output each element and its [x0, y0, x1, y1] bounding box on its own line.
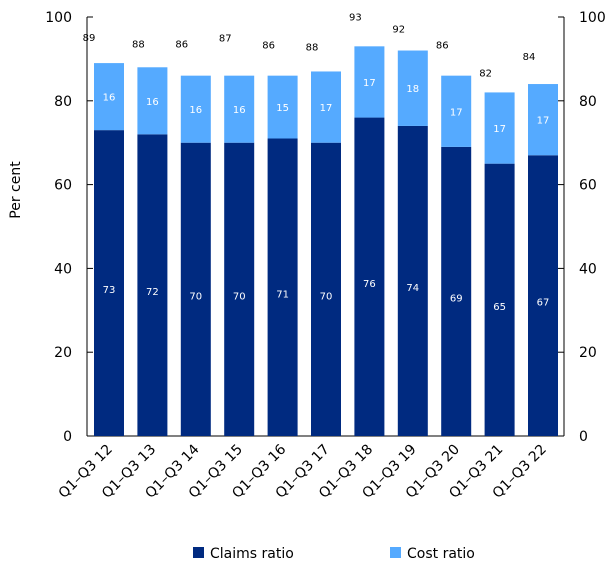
data-label-cost: 17 [320, 103, 333, 114]
data-label-claims: 76 [363, 279, 376, 290]
bar-cost [180, 75, 211, 143]
data-label-total: 84 [523, 52, 536, 63]
bar-cost [224, 75, 255, 143]
data-label-claims: 70 [233, 291, 246, 302]
y-tick-label-left: 80 [54, 94, 72, 110]
legend-swatch-claims [193, 547, 204, 558]
data-label-total: 89 [83, 33, 96, 44]
bar-cost [441, 75, 472, 147]
data-label-total: 92 [392, 25, 405, 36]
bar-cost [528, 84, 558, 156]
y-tick-label-right: 20 [579, 345, 597, 361]
data-label-cost: 16 [146, 97, 159, 108]
data-label-cost: 16 [189, 105, 202, 116]
y-tick-label-left: 20 [54, 345, 72, 361]
data-label-cost: 17 [363, 78, 376, 89]
y-tick-label-left: 100 [45, 10, 72, 26]
bar-cost [137, 67, 168, 135]
bar-cost [311, 71, 341, 143]
legend-label-claims: Claims ratio [210, 546, 294, 562]
y-tick-label-right: 0 [579, 429, 588, 445]
data-label-claims: 71 [276, 289, 289, 300]
bar-cost [354, 46, 385, 118]
y-tick-label-right: 80 [579, 94, 597, 110]
data-label-total: 87 [219, 33, 232, 44]
bar-claims [311, 142, 341, 436]
y-tick-label-right: 100 [579, 10, 606, 26]
bar-claims [137, 134, 168, 436]
data-label-total: 86 [262, 41, 275, 52]
data-label-cost: 17 [450, 107, 463, 118]
data-label-cost: 17 [537, 116, 550, 127]
data-label-total: 82 [479, 68, 492, 79]
data-label-cost: 17 [493, 124, 506, 135]
legend-label-cost: Cost ratio [407, 546, 475, 562]
bar-cost [94, 63, 124, 131]
legend-swatch-cost [390, 547, 401, 558]
data-label-claims: 70 [320, 291, 333, 302]
bar-claims [180, 142, 211, 436]
data-label-total: 88 [132, 39, 145, 50]
y-tick-label-left: 0 [63, 429, 72, 445]
bar-cost [484, 92, 515, 164]
y-tick-label-left: 60 [54, 178, 72, 194]
bar-claims [94, 130, 124, 436]
y-tick-label-right: 40 [579, 261, 597, 277]
data-label-total: 93 [349, 12, 362, 23]
data-label-cost: 16 [103, 93, 116, 104]
y-axis-label: Per cent [8, 161, 24, 219]
bar-claims [267, 138, 298, 436]
data-label-cost: 15 [276, 103, 289, 114]
data-label-cost: 16 [233, 105, 246, 116]
bar-claims [528, 155, 558, 436]
data-label-total: 86 [175, 40, 188, 51]
bar-cost [397, 50, 428, 126]
data-label-claims: 65 [493, 302, 506, 313]
data-label-claims: 67 [537, 298, 550, 309]
y-tick-label-right: 60 [579, 178, 597, 194]
bar-cost [267, 75, 298, 139]
data-label-claims: 69 [450, 293, 463, 304]
data-label-claims: 74 [406, 283, 419, 294]
bar-claims [397, 125, 428, 436]
y-tick-label-left: 40 [54, 261, 72, 277]
bar-claims [441, 146, 472, 436]
data-label-total: 88 [306, 42, 319, 53]
data-label-claims: 73 [103, 285, 116, 296]
data-label-claims: 72 [146, 287, 159, 298]
data-label-claims: 70 [189, 291, 202, 302]
bar-claims [224, 142, 255, 436]
bar-claims [484, 163, 515, 436]
data-label-cost: 18 [406, 84, 419, 95]
bar-claims [354, 117, 385, 436]
data-label-total: 86 [436, 41, 449, 52]
